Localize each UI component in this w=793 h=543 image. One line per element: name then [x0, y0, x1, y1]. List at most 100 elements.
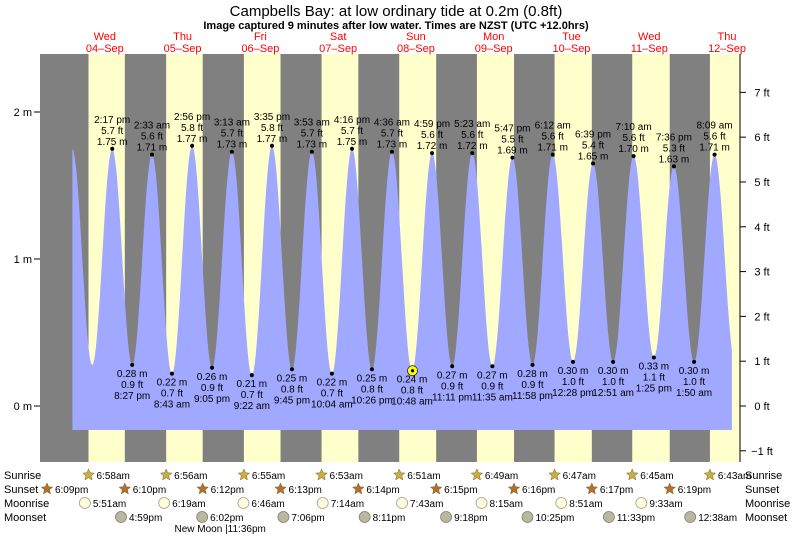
day-name-label: Tue: [562, 31, 581, 43]
tide-m-label: 0.22 m: [317, 378, 348, 389]
moonset-icon: [521, 511, 534, 523]
tide-m-label: 1.69 m: [497, 146, 528, 157]
sunrise-time: 6:45am: [640, 471, 673, 482]
moonset-time: 10:25pm: [535, 513, 574, 524]
tide-time-label: 11:58 pm: [512, 391, 553, 402]
tide-point: [149, 152, 154, 157]
tide-ft-label: 5.8 ft: [261, 123, 283, 134]
tide-ft-label: 0.9 ft: [521, 380, 543, 391]
day-name-label: Thu: [718, 31, 737, 43]
sunrise-time: 6:47am: [563, 471, 596, 482]
moonrise-icon: [237, 497, 250, 509]
tide-point: [169, 371, 174, 376]
tide-time-label: 5:23 am: [454, 119, 490, 130]
tide-ft-label: 0.8 ft: [361, 384, 383, 395]
tide-point: [550, 152, 555, 157]
tide-ft-label: 0.9 ft: [121, 380, 143, 391]
tide-ft-label: 5.3 ft: [663, 143, 685, 154]
tide-m-label: 0.24 m: [397, 375, 428, 386]
right-tick-label: 5 ft: [754, 177, 769, 189]
tide-point: [389, 149, 394, 154]
moonrise-icon: [316, 497, 329, 509]
axes: 0 m 1 m 2 m −1 ft 0 ft 1 ft 2 ft 3 ft 4 ft 5 ft 6 …: [14, 54, 773, 462]
tide-ft-label: 1.1 ft: [643, 372, 665, 383]
tide-ft-label: 5.6 ft: [141, 132, 163, 143]
tide-ft-label: 1.0 ft: [602, 377, 624, 388]
sunset-time: 6:12pm: [211, 485, 244, 496]
moonrise-time: 8:51am: [569, 499, 602, 510]
moonset-icon: [196, 511, 209, 523]
tide-point: [430, 151, 435, 156]
day-date-label: 05–Sep: [164, 43, 202, 55]
moonrise-icon: [158, 497, 171, 509]
tide-time-label: 1:50 am: [676, 388, 712, 399]
day-headers: Wed04–SepThu05–SepFri06–SepSat07–SepSun0…: [86, 31, 746, 55]
moonset-time: 6:02pm: [210, 513, 243, 524]
tide-time-label: 12:28 pm: [552, 388, 594, 399]
tide-point: [651, 355, 656, 360]
row-label-right: Moonrise: [745, 498, 790, 510]
day-date-label: 09–Sep: [475, 43, 513, 55]
tide-m-label: 1.75 m: [337, 137, 368, 148]
tide-time-label: 1:25 pm: [636, 383, 672, 394]
day-name-label: Wed: [638, 31, 660, 43]
tide-ft-label: 1.0 ft: [683, 377, 705, 388]
tide-point: [130, 362, 135, 367]
moonset-icon: [440, 511, 452, 523]
tide-point: [309, 149, 314, 154]
row-label-left: Moonset: [4, 512, 46, 524]
day-date-label: 11–Sep: [631, 43, 668, 55]
tide-m-label: 1.72 m: [457, 141, 488, 152]
tide-ft-label: 0.8 ft: [281, 384, 303, 395]
sunrise-icon: [548, 468, 561, 481]
tide-time-label: 7:36 pm: [656, 132, 692, 143]
tide-m-label: 0.21 m: [237, 379, 268, 390]
sunset-icon: [118, 482, 132, 495]
tide-ft-label: 5.5 ft: [501, 135, 523, 146]
tide-m-label: 0.28 m: [517, 369, 548, 380]
moonset-time: 4:59pm: [129, 513, 162, 524]
moonrise-icon: [78, 497, 91, 509]
tide-ft-label: 0.9 ft: [201, 383, 223, 394]
tide-m-label: 1.71 m: [699, 143, 730, 154]
tide-ft-label: 5.7 ft: [221, 129, 243, 140]
sunset-icon: [40, 482, 54, 495]
sunset-time: 6:15pm: [444, 485, 477, 496]
moonset-time: 9:18pm: [454, 513, 487, 524]
right-tick-label: 0 ft: [754, 401, 769, 413]
tide-ft-label: 0.7 ft: [241, 390, 263, 401]
sunset-time: 6:10pm: [133, 485, 166, 496]
sunset-icon: [663, 482, 677, 495]
row-label-right: Moonset: [745, 512, 787, 524]
tide-m-label: 1.73 m: [377, 140, 408, 151]
tide-time-label: 6:12 am: [535, 121, 571, 132]
moonset-time: 7:06pm: [291, 513, 324, 524]
tide-point: [269, 143, 274, 148]
moonrise-time: 6:46am: [251, 499, 284, 510]
sunrise-time: 6:58am: [97, 471, 130, 482]
chart-subtitle: Image captured 9 minutes after low water…: [203, 20, 589, 32]
tide-m-label: 0.25 m: [277, 373, 308, 384]
row-label-right: Sunset: [745, 484, 779, 496]
tide-time-label: 3:13 am: [214, 118, 250, 129]
sunrise-time: 6:53am: [330, 471, 363, 482]
tide-m-label: 1.63 m: [659, 154, 690, 165]
sun-moon-rows: Sunrise Sunrise Sunset Sunset Moonrise Moonri…: [4, 468, 790, 535]
tide-m-label: 1.71 m: [137, 143, 168, 154]
sunrise-time: 6:51am: [407, 471, 440, 482]
new-moon-label: New Moon |11:36pm: [175, 524, 266, 535]
sunset-icon: [351, 482, 365, 495]
day-name-label: Thu: [173, 31, 192, 43]
sunset-time: 6:09pm: [55, 485, 88, 496]
sunrise-icon: [703, 468, 717, 481]
tide-ft-label: 5.6 ft: [622, 133, 644, 144]
tide-point: [450, 364, 455, 369]
sunrise-icon: [315, 468, 328, 481]
tide-ft-label: 5.4 ft: [582, 140, 604, 151]
tide-time-label: 2:56 pm: [174, 112, 210, 123]
day-date-label: 12–Sep: [708, 43, 746, 55]
tide-labels: 2:17 pm5.7 ft1.75 m0.28 m0.9 ft8:27 pm2:…: [94, 112, 732, 412]
sunrise-icon: [625, 468, 639, 481]
